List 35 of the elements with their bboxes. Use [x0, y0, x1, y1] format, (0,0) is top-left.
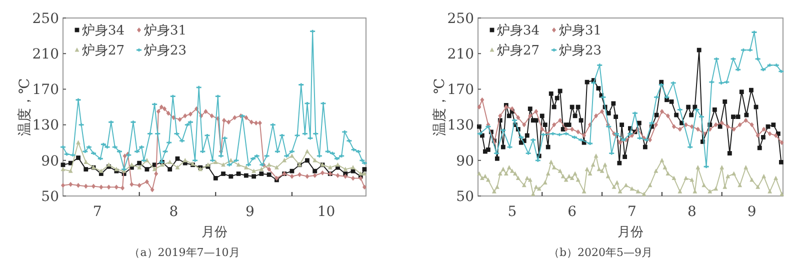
y-tick-label: 170	[447, 82, 474, 98]
x-tick-label: 5	[508, 204, 517, 220]
x-tick-label: 9	[747, 204, 756, 220]
y-tick-label: 170	[32, 82, 59, 98]
y-tick-label: 50	[456, 188, 474, 205]
x-tick-label: 7	[628, 204, 636, 220]
legend-label: 炉身31	[559, 24, 602, 39]
text: （b）2020年5—9月	[548, 246, 653, 259]
x-tick-label: 6	[568, 204, 577, 220]
y-tick-label: 90	[41, 153, 59, 170]
x-tick-label: 8	[687, 204, 696, 220]
y-tick-label: 130	[447, 118, 474, 134]
y-tick-label: 130	[32, 118, 59, 134]
legend-label: 炉身23	[144, 44, 187, 59]
legend-label: 炉身34	[497, 24, 540, 39]
legend-label: 炉身27	[497, 44, 540, 59]
y-tick-label: 90	[456, 153, 474, 170]
legend-label: 炉身34	[82, 24, 125, 39]
y-axis-title: 温度，℃	[17, 78, 33, 136]
y-tick-label: 50	[41, 188, 59, 205]
x-tick-label: 10	[317, 204, 336, 220]
legend-label: 炉身31	[144, 24, 187, 39]
y-tick-label: 250	[32, 10, 59, 27]
x-axis-title: 月份	[202, 225, 228, 240]
x-tick-label: 8	[169, 204, 178, 220]
text: （a）2019年7—10月	[129, 246, 240, 259]
y-tick-label: 210	[447, 46, 474, 62]
x-tick-label: 9	[246, 204, 254, 220]
y-axis-title: 温度，℃	[432, 78, 448, 136]
x-tick-label: 7	[92, 204, 102, 220]
legend-label: 炉身23	[559, 44, 602, 59]
x-axis-title: 月份	[618, 225, 644, 240]
y-tick-label: 210	[32, 46, 59, 62]
y-tick-label: 250	[447, 10, 474, 27]
legend-label: 炉身27	[82, 44, 125, 59]
